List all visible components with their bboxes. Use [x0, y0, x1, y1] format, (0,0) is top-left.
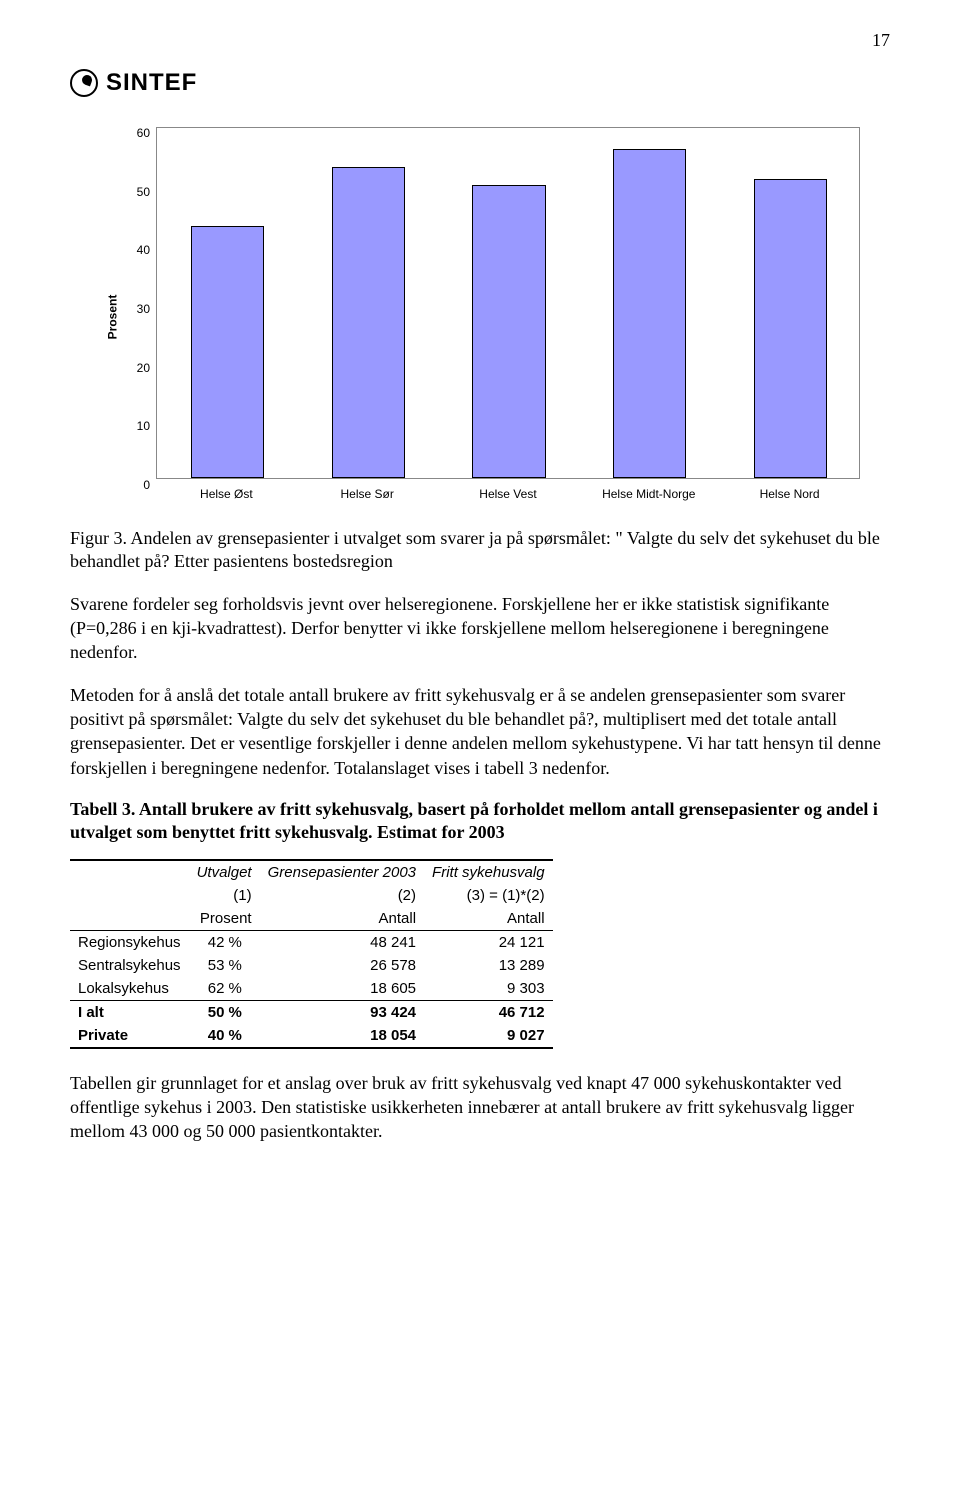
chart-xlabel: Helse Øst [156, 487, 297, 507]
chart-ytick-label: 40 [120, 243, 150, 257]
table-units-2: Antall [260, 907, 424, 931]
table-row-pct: 53 [189, 954, 227, 977]
table-row-n2: 24 121 [424, 930, 553, 954]
chart-bar [472, 185, 545, 478]
table-row-pct-sym: % [226, 954, 259, 977]
paragraph-1: Svarene fordeler seg forholdsvis jevnt o… [70, 592, 890, 665]
chart-xlabel: Helse Nord [719, 487, 860, 507]
chart-ylabel: Prosent [105, 295, 119, 340]
logo: SINTEF [70, 69, 890, 97]
table-row-label: Lokalsykehus [70, 977, 189, 1001]
table-private-label: Private [70, 1024, 189, 1048]
table-row: Sentralsykehus 53 % 26 578 13 289 [70, 954, 553, 977]
chart-bar [191, 226, 264, 478]
sintef-logo-icon [70, 69, 98, 97]
table-units-3: Antall [424, 907, 553, 931]
table-row-n2: 9 303 [424, 977, 553, 1001]
chart-ytick-label: 60 [120, 126, 150, 140]
table-units-1: Prosent [189, 907, 260, 931]
table-row-n1: 18 605 [260, 977, 424, 1001]
chart-ytick-label: 0 [120, 478, 150, 492]
table-total-label: I alt [70, 1000, 189, 1024]
bar-chart: Prosent 0102030405060Helse ØstHelse SørH… [90, 127, 870, 507]
chart-ytick-label: 50 [120, 185, 150, 199]
table-row: Lokalsykehus 62 % 18 605 9 303 [70, 977, 553, 1001]
table-row-n1: 26 578 [260, 954, 424, 977]
table-subhead-2: (2) [260, 884, 424, 907]
table-total-n2: 46 712 [424, 1000, 553, 1024]
chart-ytick-label: 10 [120, 419, 150, 433]
paragraph-2: Metoden for å anslå det totale antall br… [70, 683, 890, 780]
table-row-pct: 62 [189, 977, 227, 1001]
chart-xlabel: Helse Vest [438, 487, 579, 507]
table-row: Regionsykehus 42 % 48 241 24 121 [70, 930, 553, 954]
table-private-pct-sym: % [226, 1024, 259, 1048]
table-row-pct-sym: % [226, 930, 259, 954]
table-head-grensepasienter: Grensepasienter 2003 [260, 860, 424, 884]
paragraph-3: Tabellen gir grunnlaget for et anslag ov… [70, 1071, 890, 1144]
table-subhead-3: (3) = (1)*(2) [424, 884, 553, 907]
logo-text: SINTEF [106, 69, 197, 97]
table-subhead-1: (1) [189, 884, 260, 907]
table-head-fritt: Fritt sykehusvalg [424, 860, 553, 884]
table-total-row: I alt 50 % 93 424 46 712 [70, 1000, 553, 1024]
chart-ytick-label: 30 [120, 302, 150, 316]
table-heading: Tabell 3. Antall brukere av fritt sykehu… [70, 798, 890, 845]
chart-xlabel: Helse Sør [297, 487, 438, 507]
table-row-n1: 48 241 [260, 930, 424, 954]
table-total-n1: 93 424 [260, 1000, 424, 1024]
table-row-pct-sym: % [226, 977, 259, 1001]
chart-bar [613, 149, 686, 478]
table-private-n1: 18 054 [260, 1024, 424, 1048]
chart-ytick-label: 20 [120, 361, 150, 375]
page-number: 17 [70, 30, 890, 51]
figure-caption: Figur 3. Andelen av grensepasienter i ut… [70, 527, 890, 574]
table-row-n2: 13 289 [424, 954, 553, 977]
chart-bar [332, 167, 405, 478]
table-total-pct: 50 [189, 1000, 227, 1024]
data-table: Utvalget Grensepasienter 2003 Fritt syke… [70, 859, 553, 1049]
chart-plot-area [156, 127, 860, 479]
chart-xlabel: Helse Midt-Norge [578, 487, 719, 507]
table-private-n2: 9 027 [424, 1024, 553, 1048]
table-head-utvalget: Utvalget [189, 860, 260, 884]
table-private-pct: 40 [189, 1024, 227, 1048]
chart-bar [754, 179, 827, 478]
table-total-pct-sym: % [226, 1000, 259, 1024]
table-private-row: Private 40 % 18 054 9 027 [70, 1024, 553, 1048]
table-row-label: Regionsykehus [70, 930, 189, 954]
table-row-label: Sentralsykehus [70, 954, 189, 977]
table-row-pct: 42 [189, 930, 227, 954]
